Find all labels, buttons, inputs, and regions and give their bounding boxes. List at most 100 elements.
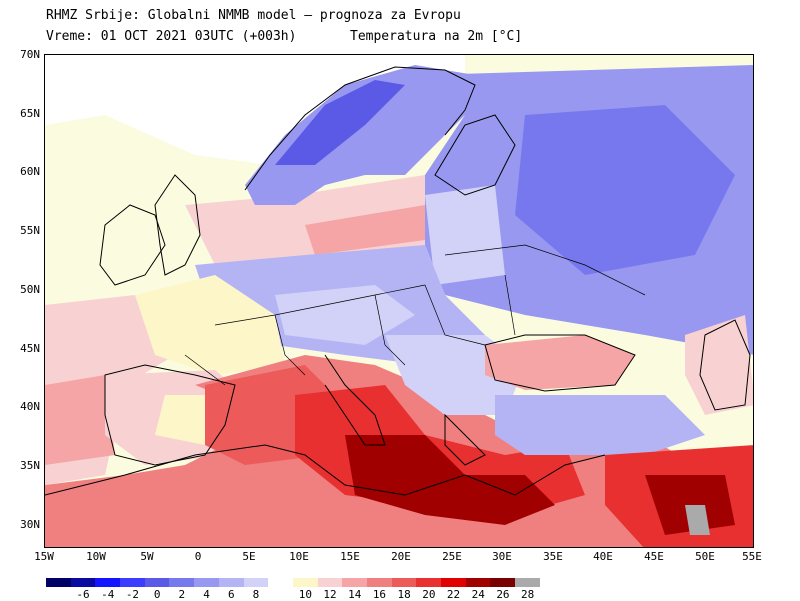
region-persian-gulf bbox=[685, 505, 710, 535]
region-black-sea bbox=[485, 335, 635, 390]
lon-label-30e: 30E bbox=[492, 550, 512, 563]
lon-label-35e: 35E bbox=[543, 550, 563, 563]
legend-label: 24 bbox=[471, 588, 485, 601]
legend-label: 0 bbox=[153, 588, 161, 601]
region-germany bbox=[275, 285, 415, 345]
legend-label: 6 bbox=[227, 588, 235, 601]
legend-swatch bbox=[218, 578, 244, 587]
legend-swatch bbox=[243, 578, 269, 587]
lon-label-45e: 45E bbox=[644, 550, 664, 563]
lat-label-35n: 35N bbox=[20, 459, 40, 472]
legend-label: 20 bbox=[422, 588, 436, 601]
lon-label-5e: 5E bbox=[242, 550, 256, 563]
variable-label: Temperatura na 2m [°C] bbox=[350, 29, 523, 44]
lon-label-15e: 15E bbox=[340, 550, 360, 563]
legend-swatch bbox=[70, 578, 96, 587]
legend-swatch bbox=[317, 578, 343, 587]
coast-black-sea bbox=[484, 334, 636, 392]
coast-caspian bbox=[699, 319, 751, 411]
region-skagerrak bbox=[305, 205, 425, 255]
lat-label-55n: 55N bbox=[20, 224, 40, 237]
region-anatolia bbox=[495, 395, 705, 455]
lat-label-60n: 60N bbox=[20, 165, 40, 178]
lon-label-15w: 15W bbox=[34, 550, 54, 563]
border-line bbox=[504, 274, 516, 336]
region-baltic bbox=[425, 185, 505, 285]
coast-ireland bbox=[99, 204, 166, 286]
legend-swatch bbox=[441, 578, 466, 587]
legend-swatch bbox=[292, 578, 318, 587]
legend-swatch bbox=[391, 578, 417, 587]
legend-label: 14 bbox=[348, 588, 362, 601]
lon-label-10w: 10W bbox=[86, 550, 106, 563]
region-iberia-interior bbox=[155, 395, 215, 445]
border-line bbox=[214, 284, 426, 326]
legend-swatch bbox=[144, 578, 170, 587]
legend-swatch bbox=[515, 578, 540, 587]
color-legend bbox=[46, 578, 540, 587]
lon-label-20e: 20E bbox=[391, 550, 411, 563]
legend-swatch bbox=[416, 578, 441, 587]
legend-label: 4 bbox=[203, 588, 210, 601]
lon-label-55e: 55E bbox=[742, 550, 762, 563]
legend-label: 10 bbox=[298, 588, 312, 601]
map-title: RHMZ Srbije: Globalni NMMB model — progn… bbox=[46, 8, 461, 23]
legend-label: 8 bbox=[252, 588, 260, 601]
coast-iberia bbox=[104, 364, 236, 466]
border-line bbox=[424, 284, 486, 346]
temperature-map bbox=[44, 54, 754, 548]
legend-label: 22 bbox=[446, 588, 461, 601]
region-russia-cold bbox=[515, 105, 735, 275]
region-scandinavia bbox=[245, 65, 475, 205]
valid-time-label: Vreme: 01 OCT 2021 03UTC (+003h) bbox=[46, 29, 297, 44]
legend-swatch bbox=[268, 578, 293, 587]
coast-finland bbox=[434, 114, 516, 196]
lon-label-40e: 40E bbox=[593, 550, 613, 563]
legend-swatch bbox=[490, 578, 516, 587]
coast-north-africa bbox=[45, 444, 606, 496]
lat-label-50n: 50N bbox=[20, 283, 40, 296]
temperature-field bbox=[45, 55, 753, 547]
legend-label: 26 bbox=[496, 588, 510, 601]
legend-swatch bbox=[366, 578, 392, 587]
lon-label-50e: 50E bbox=[695, 550, 715, 563]
lat-label-45n: 45N bbox=[20, 342, 40, 355]
region-atlantic-warmer bbox=[45, 375, 115, 465]
legend-label: -2 bbox=[125, 588, 140, 601]
border-line bbox=[184, 354, 226, 386]
coast-norway bbox=[244, 66, 476, 191]
region-caspian bbox=[685, 315, 753, 415]
lon-label-10e: 10E bbox=[289, 550, 309, 563]
border-line bbox=[374, 294, 406, 366]
coast-britain bbox=[154, 174, 201, 276]
lat-label-30n: 30N bbox=[20, 518, 40, 531]
lat-label-70n: 70N bbox=[20, 48, 40, 61]
legend-swatch bbox=[342, 578, 367, 587]
legend-label: -4 bbox=[101, 588, 115, 601]
region-norway-mountains bbox=[275, 80, 405, 165]
country-borders bbox=[184, 244, 646, 386]
lat-label-65n: 65N bbox=[20, 107, 40, 120]
legend-label: 16 bbox=[372, 588, 387, 601]
legend-swatch bbox=[46, 578, 71, 587]
border-line bbox=[274, 314, 306, 376]
legend-label: 28 bbox=[521, 588, 535, 601]
lon-label-25e: 25E bbox=[442, 550, 462, 563]
region-france bbox=[135, 275, 285, 375]
legend-label: -6 bbox=[76, 588, 90, 601]
coastlines bbox=[45, 66, 751, 496]
border-line bbox=[444, 244, 646, 296]
legend-swatch bbox=[120, 578, 145, 587]
legend-label: 2 bbox=[178, 588, 186, 601]
legend-label: 18 bbox=[397, 588, 411, 601]
coast-greece bbox=[444, 413, 486, 466]
lon-label-5w: 5W bbox=[140, 550, 154, 563]
lat-label-40n: 40N bbox=[20, 400, 40, 413]
legend-swatch bbox=[194, 578, 219, 587]
legend-swatch bbox=[169, 578, 195, 587]
legend-swatch bbox=[465, 578, 491, 587]
lon-label-0: 0 bbox=[194, 550, 202, 563]
legend-swatch bbox=[95, 578, 121, 587]
coast-italy bbox=[324, 354, 386, 446]
legend-label: 12 bbox=[323, 588, 337, 601]
